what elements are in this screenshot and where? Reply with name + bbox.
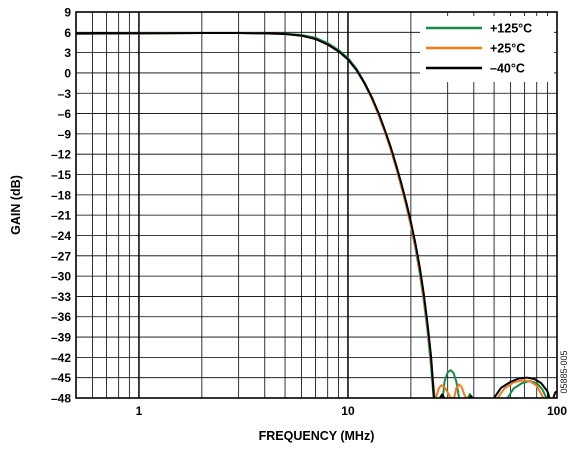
x-tick-labels: 1 10 100: [136, 404, 568, 418]
series-stopband-lobe: [493, 376, 551, 398]
y-tick-label: –42: [51, 351, 71, 365]
legend-label: +25°C: [490, 42, 525, 56]
series-stopband-lobe: [438, 393, 446, 398]
y-tick-label: 0: [64, 66, 71, 80]
y-tick-label: –39: [51, 331, 71, 345]
y-tick-label: 9: [64, 6, 71, 20]
series-layer: [76, 31, 557, 398]
y-tick-label: –18: [51, 188, 71, 202]
y-tick-label: –36: [51, 310, 71, 324]
plot-frame: [75, 11, 558, 399]
y-tick-label: –33: [51, 290, 71, 304]
series-stopband-lobe: [453, 383, 468, 398]
y-tick-label: –24: [51, 229, 71, 243]
y-axis-title: GAIN (dB): [9, 175, 23, 235]
y-tick-label: 6: [64, 26, 71, 40]
x-tick-label: 10: [341, 404, 355, 418]
figure-id-watermark: 05885-005: [559, 350, 569, 393]
y-tick-label: –9: [58, 127, 72, 141]
series-stopband-lobe: [441, 369, 461, 398]
series-stopband-lobe: [434, 384, 452, 398]
y-tick-label: –45: [51, 371, 71, 385]
minor-grid: [92, 12, 548, 398]
series-stopband-lobe: [496, 379, 545, 398]
x-tick-label: 1: [136, 404, 143, 418]
y-tick-label: –21: [51, 209, 71, 223]
legend-label: +125°C: [490, 22, 532, 36]
legend: +125°C +25°C –40°C: [420, 16, 554, 82]
x-axis-title: FREQUENCY (MHz): [259, 429, 375, 443]
y-tick-label: –12: [51, 148, 71, 162]
y-tick-label: –3: [58, 87, 72, 101]
y-tick-label: –6: [58, 107, 72, 121]
y-tick-label: –15: [51, 168, 71, 182]
legend-label: –40°C: [490, 62, 525, 76]
y-tick-label: –30: [51, 270, 71, 284]
y-tick-label: –27: [51, 249, 71, 263]
y-tick-labels: 9 6 3 0 –3 –6 –9 –12 –15 –18 –21 –24 –27 –30 –33 –36 –39…: [51, 6, 71, 406]
y-tick-label: –48: [51, 392, 71, 406]
x-tick-label: 100: [547, 404, 567, 418]
y-tick-label: 3: [64, 46, 71, 60]
series-line: [76, 31, 436, 398]
